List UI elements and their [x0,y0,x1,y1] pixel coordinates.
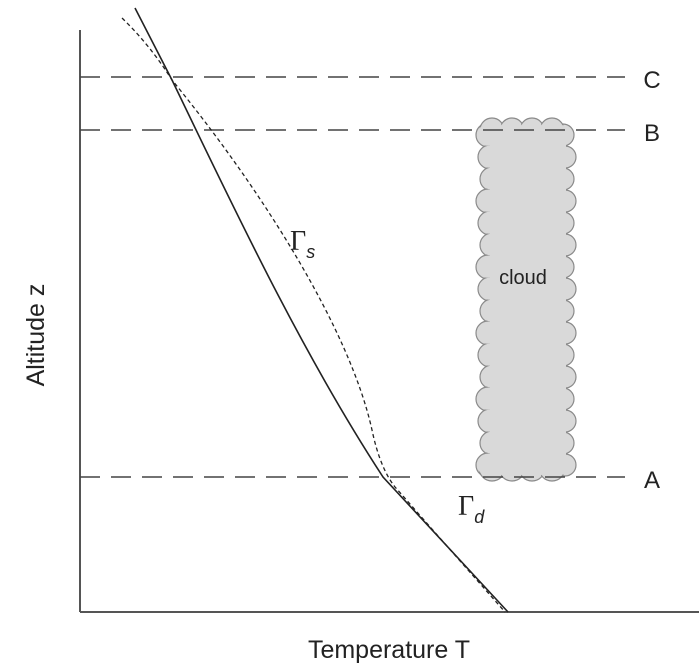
page: C B A cloud Γs Γd Temperature T Altitude… [0,0,699,667]
saturated-adiabat [122,18,505,612]
cloud-body [490,128,566,470]
dry-adiabat [135,8,508,612]
level-label: A [644,467,660,494]
subscript: s [306,242,315,262]
level-label: C [643,67,660,94]
symbol: Γ [290,226,306,257]
level-label: B [644,120,660,147]
cloud-label: cloud [499,267,547,289]
diagram: C B A cloud Γs Γd Temperature T Altitude… [0,0,699,667]
curve-label: Γs [290,226,315,262]
curve-label: Γd [458,491,485,527]
cloud-shape [476,118,576,481]
subscript: d [474,507,485,527]
symbol: Γ [458,491,474,522]
x-axis-label: Temperature T [308,636,470,664]
y-axis-label: Altitude z [22,284,50,387]
